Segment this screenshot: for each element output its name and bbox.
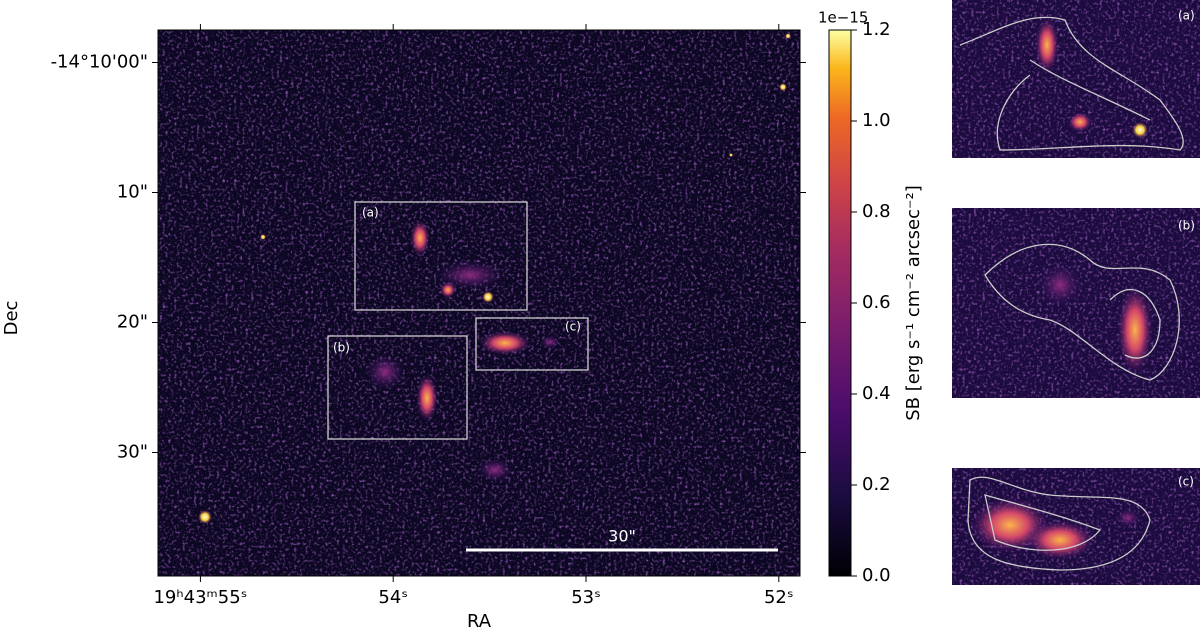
inset-label: (c) [1178, 475, 1194, 489]
x-tick-label: 53ˢ [571, 587, 601, 608]
y-tick-label: 30" [117, 442, 148, 463]
box-label: (b) [333, 341, 350, 355]
colorbar-tick-label: 0.4 [862, 383, 891, 404]
sky-image [157, 29, 801, 577]
x-tick-label: 54ˢ [378, 587, 408, 608]
inset-label: (a) [1178, 9, 1195, 23]
colorbar-tick-label: 0.0 [862, 565, 891, 586]
colorbar-tick-label: 1.2 [862, 19, 891, 40]
box-label: (a) [362, 206, 379, 220]
y-tick-label: 20" [117, 312, 148, 333]
inset [952, 208, 1200, 398]
y-tick-label: 10" [117, 182, 148, 203]
colorbar [828, 29, 852, 577]
x-axis-label: RA [467, 611, 492, 632]
colorbar-tick-label: 1.0 [862, 110, 891, 131]
box-label: (c) [565, 320, 581, 334]
colorbar-tick-label: 0.2 [862, 474, 891, 495]
x-tick-label: 19ʰ43ᵐ55ˢ [153, 587, 247, 608]
colorbar-tick-label: 0.8 [862, 201, 891, 222]
inset [952, 468, 1200, 585]
y-axis-label: Dec [1, 301, 22, 336]
colorbar-tick-label: 0.6 [862, 292, 891, 313]
inset-label: (b) [1178, 219, 1195, 233]
region-boxes [327, 201, 589, 440]
colorbar-offset: 1e−15 [818, 9, 868, 27]
colorbar-label: SB [erg s⁻¹ cm⁻² arcsec⁻²] [903, 185, 924, 421]
inset [952, 0, 1200, 158]
scale-bar-label: 30" [608, 527, 636, 546]
x-tick-label: 52ˢ [764, 587, 794, 608]
y-tick-label: -14°10'00" [51, 52, 148, 73]
